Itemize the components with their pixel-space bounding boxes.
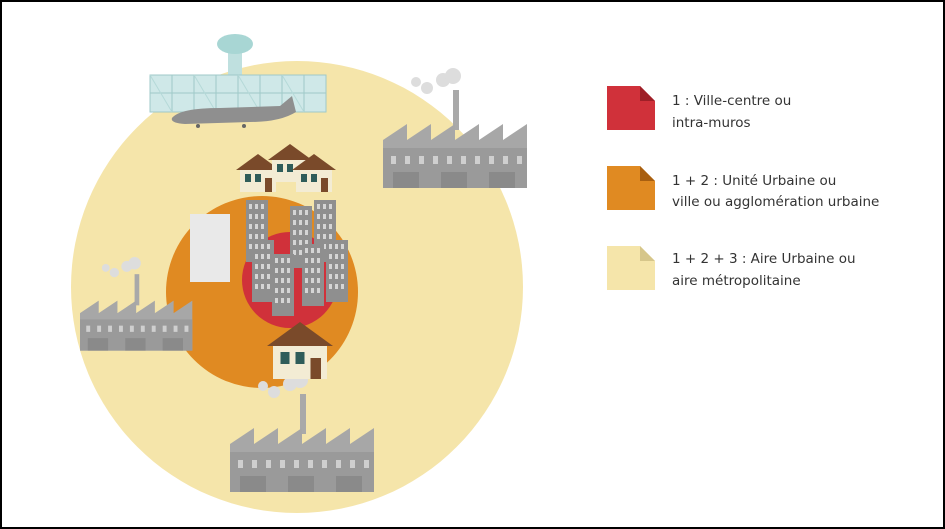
legend-text: ville ou agglomération urbaine: [672, 194, 879, 210]
legend-text: 1 + 2 : Unité Urbaine ou: [672, 173, 836, 189]
page: 1 : Ville-centre ou intra-muros 1 + 2 : …: [0, 0, 945, 529]
tower: [326, 240, 348, 302]
building: [190, 214, 230, 282]
legend-text: intra-muros: [672, 115, 751, 131]
tower: [302, 244, 324, 306]
legend-text: aire métropolitaine: [672, 273, 801, 289]
legend-text: 1 : Ville-centre ou: [672, 93, 791, 109]
tower: [252, 240, 274, 302]
diagram: 1 : Ville-centre ou intra-muros 1 + 2 : …: [0, 0, 945, 529]
legend-text: 1 + 2 + 3 : Aire Urbaine ou: [672, 251, 856, 267]
tower: [272, 254, 294, 316]
